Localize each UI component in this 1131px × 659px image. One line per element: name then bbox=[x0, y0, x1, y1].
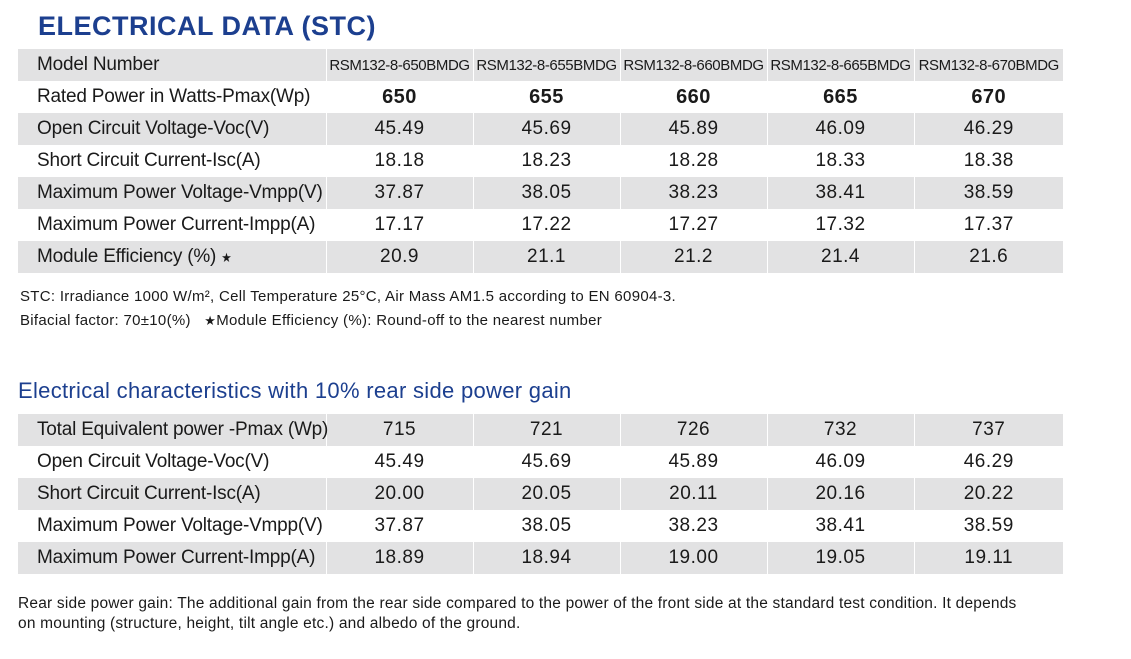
row-label: Rated Power in Watts-Pmax(Wp) bbox=[18, 81, 327, 113]
value-cell: 18.89 bbox=[326, 542, 474, 574]
value-cell: 20.9 bbox=[326, 241, 474, 273]
value-cell: 21.1 bbox=[473, 241, 621, 273]
value-cell: 17.27 bbox=[620, 209, 768, 241]
table-row: Open Circuit Voltage-Voc(V) 45.49 45.69 … bbox=[18, 446, 1063, 478]
efficiency-label: Module Efficiency (%) bbox=[37, 246, 217, 267]
value-cell: 650 bbox=[326, 81, 474, 113]
value-cell: 20.00 bbox=[326, 478, 474, 510]
value-cell: 38.05 bbox=[473, 510, 621, 542]
row-label: Maximum Power Voltage-Vmpp(V) bbox=[18, 177, 327, 209]
table-row: Maximum Power Voltage-Vmpp(V) 37.87 38.0… bbox=[18, 510, 1063, 542]
value-cell: 20.22 bbox=[914, 478, 1063, 510]
value-cell: 21.4 bbox=[767, 241, 915, 273]
value-cell: 737 bbox=[914, 414, 1063, 446]
value-cell: 20.11 bbox=[620, 478, 768, 510]
value-cell: 18.38 bbox=[963, 150, 1014, 171]
star-icon: ★ bbox=[221, 250, 232, 265]
value-cell: 715 bbox=[326, 414, 474, 446]
row-label: Open Circuit Voltage-Voc(V) bbox=[18, 446, 327, 478]
value-cell: 37.87 bbox=[326, 510, 474, 542]
value-cell: 45.49 bbox=[326, 446, 474, 478]
rear-gain-footnote: Rear side power gain: The additional gai… bbox=[18, 595, 1017, 632]
row-label: Short Circuit Current-Isc(A) bbox=[18, 145, 327, 177]
value-cell: 38.05 bbox=[473, 177, 621, 209]
table-row: Maximum Power Current-Impp(A) 18.89 18.9… bbox=[18, 542, 1063, 574]
table-row: Short Circuit Current-Isc(A) 20.00 20.05… bbox=[18, 478, 1063, 510]
value-cell: 17.32 bbox=[767, 209, 915, 241]
value-cell: 19.05 bbox=[767, 542, 915, 574]
value-cell: 17.37 bbox=[963, 214, 1014, 235]
value-cell: 726 bbox=[620, 414, 768, 446]
table-row: Total Equivalent power -Pmax (Wp) 715 72… bbox=[18, 414, 1063, 446]
value-cell: 21.6 bbox=[914, 241, 1063, 273]
value-cell: 45.69 bbox=[473, 113, 621, 145]
rear-gain-table: Total Equivalent power -Pmax (Wp) 715 72… bbox=[18, 414, 1063, 574]
value-cell: 45.89 bbox=[620, 446, 768, 478]
row-label: Short Circuit Current-Isc(A) bbox=[18, 478, 327, 510]
value-cell: 20.05 bbox=[473, 478, 621, 510]
value-cell: 17.22 bbox=[473, 209, 621, 241]
value-cell: 38.59 bbox=[914, 177, 1063, 209]
value-cell: 655 bbox=[473, 81, 621, 113]
value-cell: 17.17 bbox=[326, 209, 474, 241]
table-row: Module Efficiency (%) ★ 20.9 21.1 21.2 2… bbox=[18, 241, 1063, 273]
value-cell: 38.41 bbox=[767, 177, 915, 209]
value-cell: 721 bbox=[473, 414, 621, 446]
stc-data-table: Model Number RSM132-8-650BMDG RSM132-8-6… bbox=[18, 49, 1063, 273]
value-cell: 38.23 bbox=[620, 177, 768, 209]
value-cell: 19.11 bbox=[914, 542, 1063, 574]
value-cell: 21.2 bbox=[620, 241, 768, 273]
rear-gain-section-title: Electrical characteristics with 10% rear… bbox=[18, 378, 572, 403]
value-cell: 38.59 bbox=[963, 515, 1014, 536]
stc-section-title: ELECTRICAL DATA (STC) bbox=[38, 11, 376, 41]
row-label: Module Efficiency (%) ★ bbox=[18, 241, 327, 273]
value-cell: 18.23 bbox=[473, 145, 621, 177]
value-cell: 665 bbox=[767, 81, 915, 113]
efficiency-note-text: Module Efficiency (%): Round-off to the … bbox=[216, 312, 603, 329]
row-label: Model Number bbox=[18, 49, 327, 81]
table-header-row: Model Number RSM132-8-650BMDG RSM132-8-6… bbox=[18, 49, 1063, 81]
bifacial-note: Bifacial factor: 70±10(%) ★Module Effici… bbox=[20, 312, 602, 329]
value-cell: 18.18 bbox=[326, 145, 474, 177]
value-cell: 19.00 bbox=[620, 542, 768, 574]
value-cell: 46.29 bbox=[963, 451, 1014, 472]
stc-note: STC: Irradiance 1000 W/m², Cell Temperat… bbox=[20, 288, 677, 305]
table-row: Rated Power in Watts-Pmax(Wp) 650 655 66… bbox=[18, 81, 1063, 113]
value-cell: 660 bbox=[620, 81, 768, 113]
value-cell: 37.87 bbox=[326, 177, 474, 209]
model-cell: RSM132-8-655BMDG bbox=[473, 49, 621, 81]
table-row: Short Circuit Current-Isc(A) 18.18 18.23… bbox=[18, 145, 1063, 177]
row-label: Maximum Power Current-Impp(A) bbox=[18, 209, 327, 241]
row-label: Maximum Power Current-Impp(A) bbox=[18, 542, 327, 574]
table-row: Maximum Power Voltage-Vmpp(V) 37.87 38.0… bbox=[18, 177, 1063, 209]
model-cell: RSM132-8-650BMDG bbox=[326, 49, 474, 81]
table-row: Maximum Power Current-Impp(A) 17.17 17.2… bbox=[18, 209, 1063, 241]
value-cell: 38.41 bbox=[767, 510, 915, 542]
bifacial-factor-text: Bifacial factor: 70±10(%) bbox=[20, 312, 191, 329]
model-cell: RSM132-8-660BMDG bbox=[620, 49, 768, 81]
star-icon: ★ bbox=[204, 313, 217, 328]
value-cell: 18.33 bbox=[767, 145, 915, 177]
value-cell: 45.69 bbox=[473, 446, 621, 478]
row-label: Open Circuit Voltage-Voc(V) bbox=[18, 113, 327, 145]
value-cell: 732 bbox=[767, 414, 915, 446]
value-cell: 18.28 bbox=[620, 145, 768, 177]
value-cell: 45.89 bbox=[620, 113, 768, 145]
value-cell: 46.29 bbox=[914, 113, 1063, 145]
value-cell: 20.16 bbox=[767, 478, 915, 510]
table-row: Open Circuit Voltage-Voc(V) 45.49 45.69 … bbox=[18, 113, 1063, 145]
value-cell: 46.09 bbox=[767, 113, 915, 145]
model-cell: RSM132-8-670BMDG bbox=[914, 49, 1063, 81]
value-cell: 45.49 bbox=[326, 113, 474, 145]
value-cell: 670 bbox=[971, 85, 1007, 108]
value-cell: 46.09 bbox=[767, 446, 915, 478]
model-cell: RSM132-8-665BMDG bbox=[767, 49, 915, 81]
value-cell: 18.94 bbox=[473, 542, 621, 574]
row-label: Maximum Power Voltage-Vmpp(V) bbox=[18, 510, 327, 542]
value-cell: 38.23 bbox=[620, 510, 768, 542]
row-label: Total Equivalent power -Pmax (Wp) bbox=[18, 414, 328, 446]
